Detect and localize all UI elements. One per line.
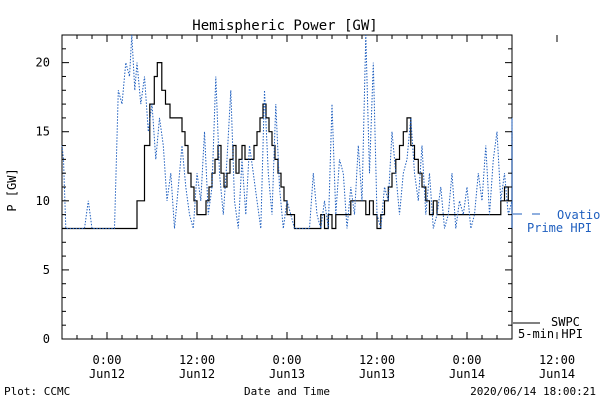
x-axis-title: Date and Time	[244, 385, 330, 398]
x-tick-date-label: Jun14	[539, 367, 575, 381]
x-tick-date-label: Jun12	[179, 367, 215, 381]
x-tick-time-label: 12:00	[539, 353, 575, 367]
x-tick-time-label: 12:00	[359, 353, 395, 367]
y-axis-title: P [GW]	[5, 168, 19, 211]
x-tick-time-label: 0:00	[453, 353, 482, 367]
series-layer	[61, 34, 513, 230]
legend-ovation-label-line2: Prime HPI	[527, 221, 592, 235]
x-tick-date-label: Jun14	[449, 367, 485, 381]
legend-swpc-label-line1: SWPC	[551, 315, 580, 329]
y-axis: 0 5 10 15 20	[36, 34, 512, 346]
chart-title: Hemispheric Power [GW]	[192, 18, 377, 34]
legend-swpc: SWPC 5-min HPI	[513, 315, 583, 341]
plot-area	[61, 34, 513, 340]
y-tick-label: 10	[36, 194, 50, 208]
y-tick-label: 5	[43, 263, 50, 277]
plot-frame	[61, 34, 513, 340]
x-tick-time-label: 0:00	[273, 353, 302, 367]
legend-ovation-label-line1: Ovation	[557, 208, 600, 222]
plot-timestamp: 2020/06/14 18:00:21	[470, 385, 596, 398]
series-line-swpc	[62, 62, 513, 230]
x-tick-time-label: 0:00	[93, 353, 122, 367]
y-tick-label: 0	[43, 332, 50, 346]
legend-ovation-prime: Ovation Prime HPI	[513, 208, 600, 235]
plot-source-label: Plot: CCMC	[4, 385, 70, 398]
y-tick-label: 15	[36, 125, 50, 139]
legend-swpc-label-line2: 5-min HPI	[518, 327, 583, 341]
x-tick-time-label: 12:00	[179, 353, 215, 367]
y-tick-label: 20	[36, 56, 50, 70]
series-line-ovation	[61, 34, 513, 229]
x-tick-date-label: Jun13	[359, 367, 395, 381]
x-axis: 0:00Jun1212:00Jun120:00Jun1312:00Jun130:…	[76, 35, 575, 381]
x-tick-date-label: Jun12	[89, 367, 125, 381]
x-tick-date-label: Jun13	[269, 367, 305, 381]
